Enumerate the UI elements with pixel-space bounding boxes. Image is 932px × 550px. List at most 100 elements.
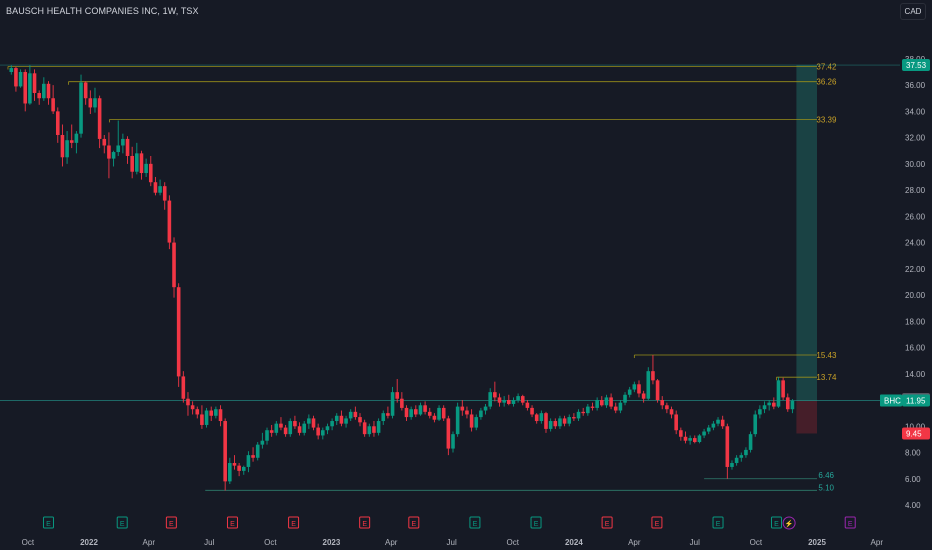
earnings-marker xyxy=(712,516,724,529)
candle-body xyxy=(506,400,511,404)
y-tick-label: 10.00 xyxy=(905,422,926,431)
ticker-tag: BHC xyxy=(884,397,901,406)
y-tick-label: 24.00 xyxy=(905,239,926,248)
earnings-marker xyxy=(408,516,420,529)
candle-body xyxy=(697,435,702,443)
candle-body xyxy=(692,438,697,443)
price-tag: 11.95 xyxy=(906,397,926,406)
candle-body xyxy=(144,163,148,174)
candle-body xyxy=(660,400,665,406)
candle-body xyxy=(186,398,190,406)
earnings-marker-label: ⚡ xyxy=(785,519,794,528)
candle-body xyxy=(162,186,167,201)
candle-body xyxy=(172,242,176,288)
candle-body xyxy=(69,140,74,143)
candle-body xyxy=(632,384,637,390)
candle-body xyxy=(362,422,367,435)
candle-body xyxy=(711,423,716,428)
candle-body xyxy=(246,455,251,467)
candle-body xyxy=(641,393,646,399)
candle-body xyxy=(418,405,423,415)
candle-body xyxy=(455,406,460,435)
candle-body xyxy=(204,410,209,425)
candle-body xyxy=(111,152,116,159)
earnings-marker xyxy=(770,516,782,529)
candle-body xyxy=(148,163,153,183)
earnings-marker-label: E xyxy=(411,521,416,528)
x-tick-label: Jul xyxy=(204,538,214,547)
y-tick-label: 36.00 xyxy=(905,81,926,90)
candle-body xyxy=(432,415,437,420)
candle-body xyxy=(135,153,139,172)
candle-body xyxy=(404,407,409,418)
candle-body xyxy=(627,389,632,395)
x-tick-label: Oct xyxy=(22,538,35,547)
candle-body xyxy=(544,413,548,429)
candle-body xyxy=(539,413,544,422)
candle-body xyxy=(558,418,562,427)
support-label: 6.46 xyxy=(818,471,834,480)
candle-body xyxy=(525,402,530,408)
candle-body xyxy=(520,396,525,403)
earnings-marker xyxy=(601,516,613,529)
candle-body xyxy=(446,418,451,449)
candle-body xyxy=(139,153,144,174)
candle-body xyxy=(116,145,121,153)
candle-body xyxy=(60,134,65,158)
x-tick-label: 2025 xyxy=(808,538,826,547)
price-tag: 9.45 xyxy=(906,429,922,438)
earnings-marker-label: E xyxy=(169,521,174,528)
candle-body xyxy=(390,392,395,416)
candle-body xyxy=(88,98,93,108)
candle-body xyxy=(176,287,181,377)
candle-body xyxy=(279,423,283,428)
candle-body xyxy=(469,414,474,428)
candle-body xyxy=(767,402,771,406)
candle-body xyxy=(102,138,107,146)
candle-body xyxy=(414,409,418,415)
ticker-tag-bg xyxy=(880,394,902,407)
earnings-marker-label: E xyxy=(362,521,367,528)
candle-body xyxy=(42,83,46,99)
earnings-marker xyxy=(165,516,177,529)
candle-body xyxy=(441,407,446,419)
candle-body xyxy=(427,411,432,416)
candle-body xyxy=(311,418,316,428)
candle-body xyxy=(637,384,641,394)
candle-body xyxy=(572,417,576,419)
candle-body xyxy=(367,426,372,435)
candle-body xyxy=(37,92,41,99)
candle-body xyxy=(65,140,69,158)
candle-body xyxy=(251,455,255,458)
candle-body xyxy=(562,418,567,424)
candle-body xyxy=(599,400,604,406)
candle-body xyxy=(581,411,585,414)
earnings-marker-label: E xyxy=(46,521,51,528)
candle-body xyxy=(241,466,246,471)
candle-body xyxy=(9,68,14,72)
candle-body xyxy=(381,413,386,422)
candle-body xyxy=(83,82,88,99)
x-tick-label: 2024 xyxy=(565,538,583,547)
candle-body xyxy=(665,405,669,410)
y-tick-label: 22.00 xyxy=(905,265,926,274)
candle-body xyxy=(502,400,506,403)
candle-body xyxy=(325,426,330,431)
candle-body xyxy=(274,423,279,433)
candle-body xyxy=(493,392,497,398)
candle-body xyxy=(776,380,781,407)
x-tick-label: Apr xyxy=(143,538,156,547)
candle-body xyxy=(451,434,455,449)
earnings-marker xyxy=(42,516,54,529)
candle-body xyxy=(576,411,581,419)
candle-body xyxy=(181,376,186,399)
candle-body xyxy=(334,415,339,422)
candle-body xyxy=(269,430,274,433)
currency-button[interactable]: CAD xyxy=(900,3,926,20)
x-tick-label: Oct xyxy=(750,538,763,547)
y-tick-label: 8.00 xyxy=(905,449,921,458)
candle-body xyxy=(720,419,725,427)
candle-body xyxy=(785,397,790,410)
candle-body xyxy=(734,457,739,464)
